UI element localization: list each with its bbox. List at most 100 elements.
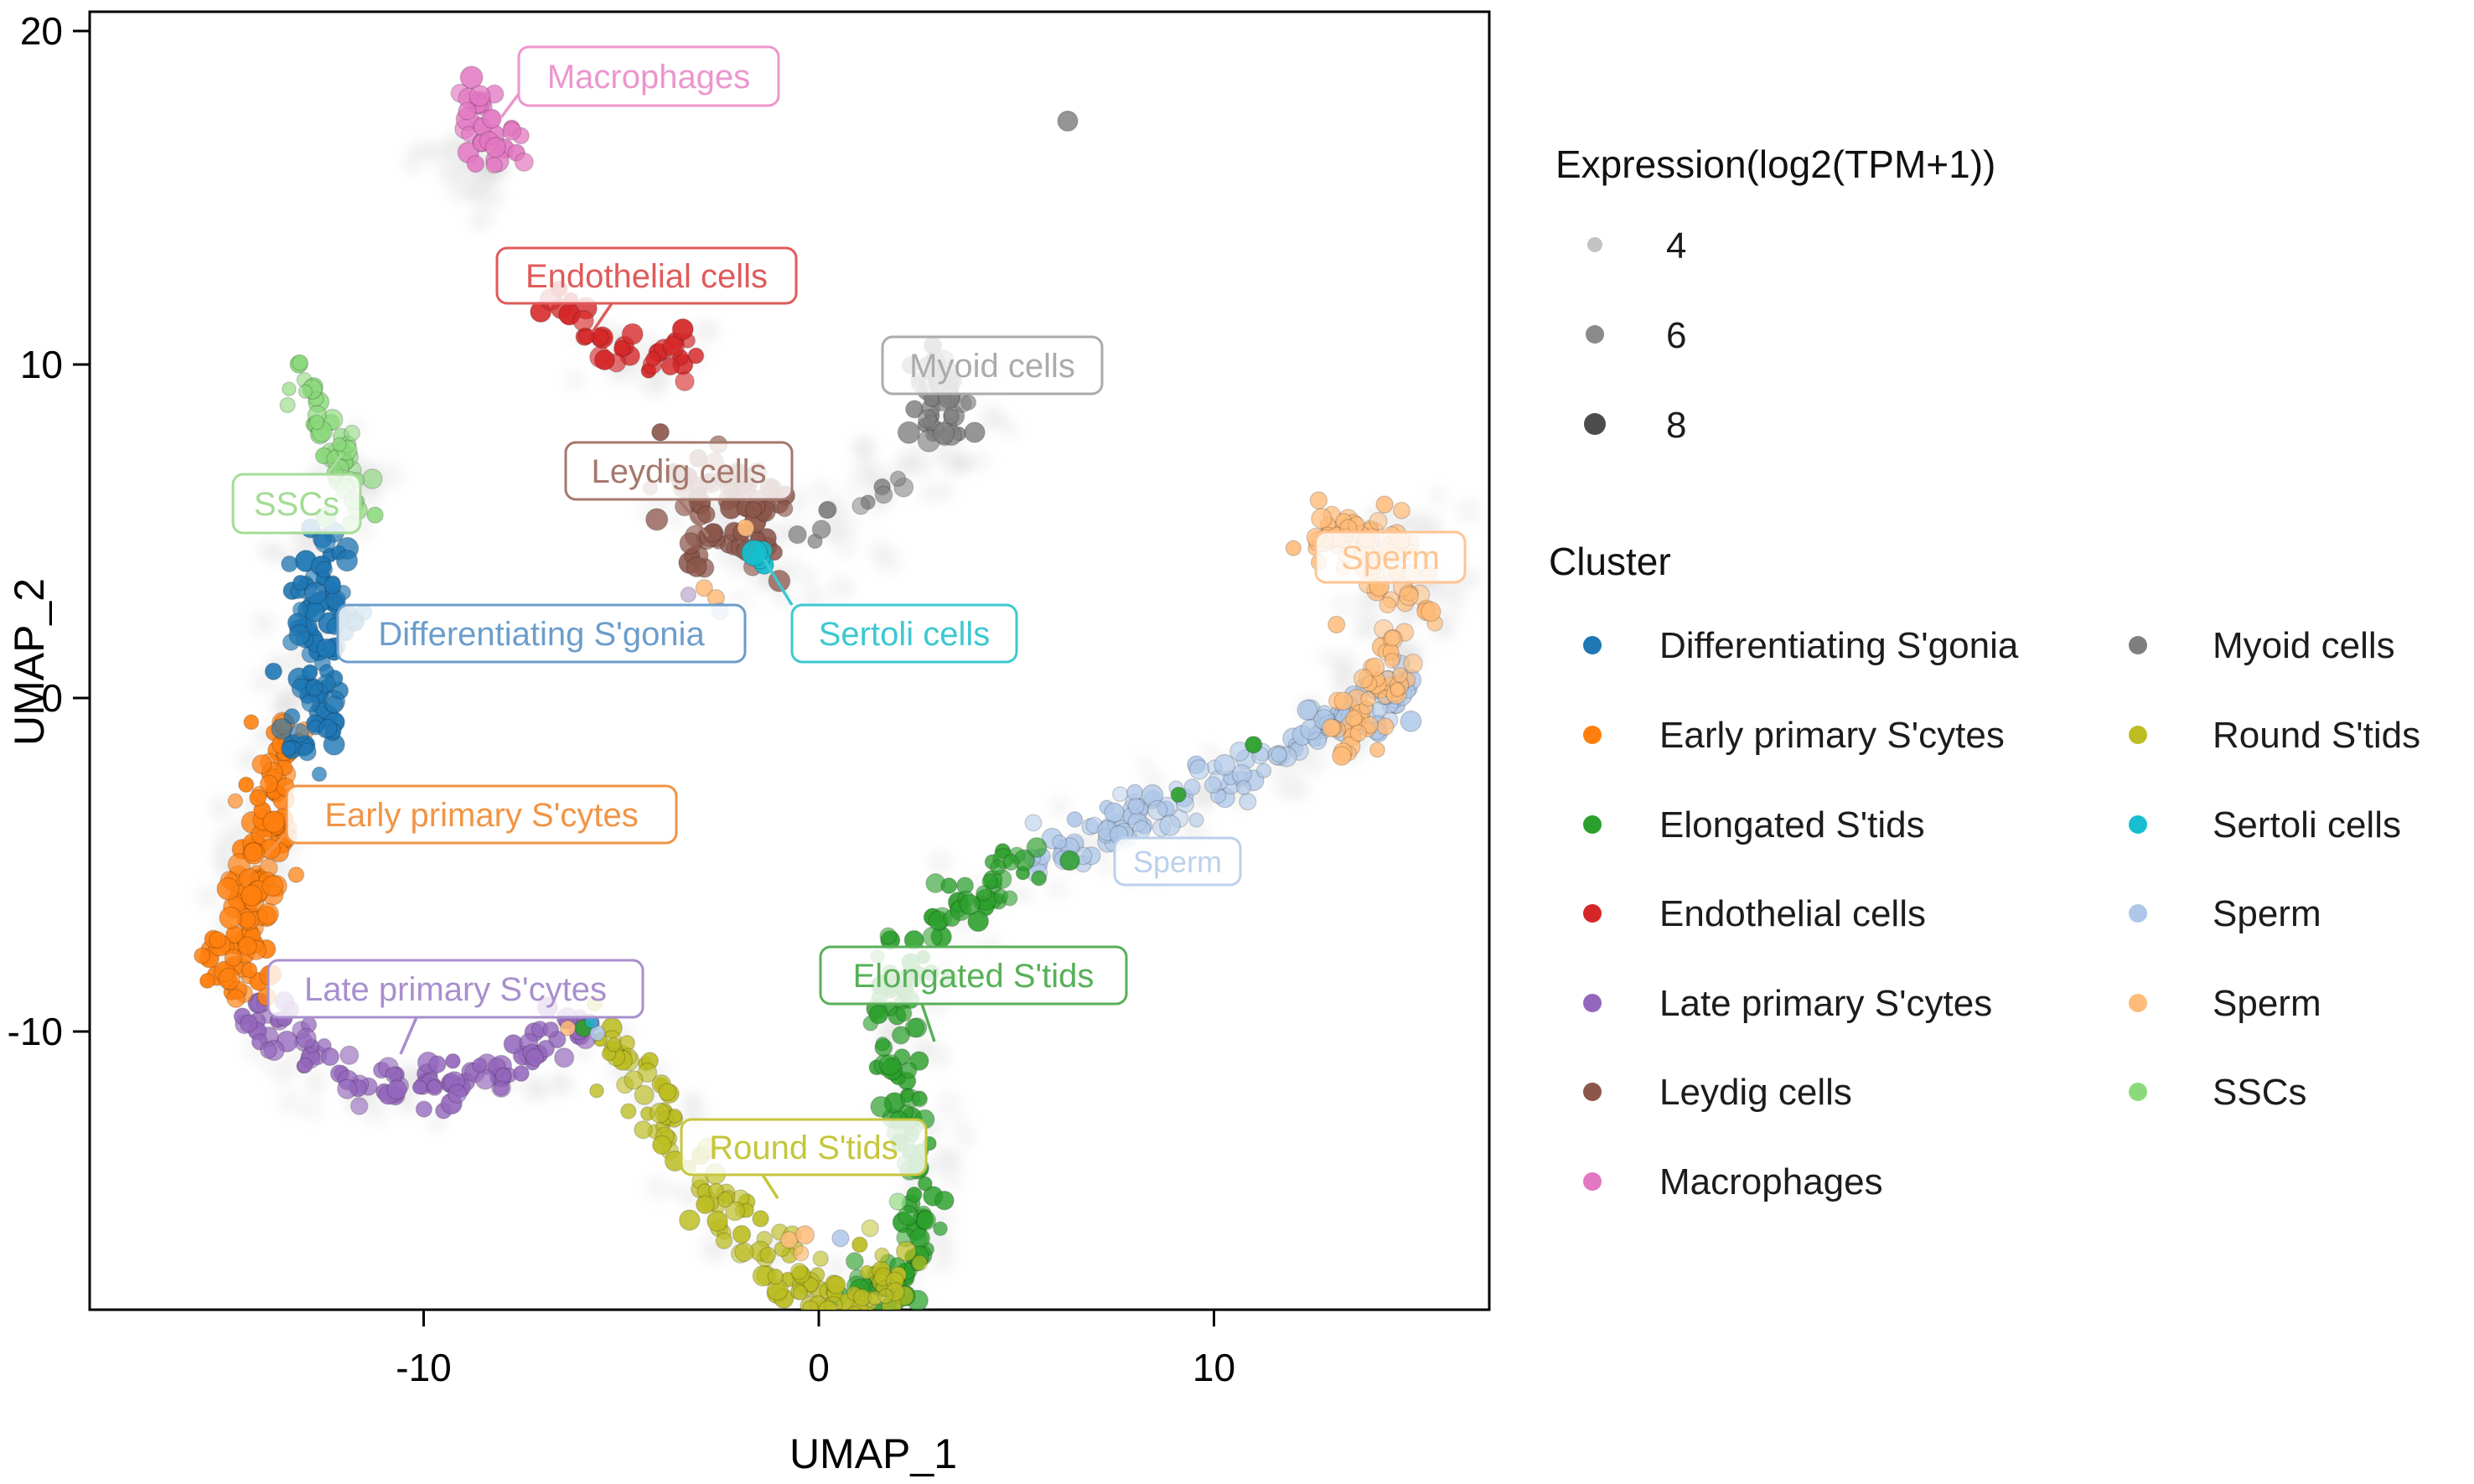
scatter-point bbox=[1390, 682, 1405, 697]
scatter-point bbox=[415, 1100, 433, 1118]
legend-cluster-dot bbox=[2129, 726, 2147, 744]
label-text: Late primary S'cytes bbox=[304, 971, 607, 1008]
scatter-point bbox=[879, 927, 898, 945]
scatter-point bbox=[644, 1175, 670, 1201]
scatter-point bbox=[525, 1047, 545, 1067]
scatter-point bbox=[211, 851, 232, 872]
scatter-point bbox=[829, 575, 854, 601]
scatter-point bbox=[759, 1246, 777, 1264]
scatter-point bbox=[1360, 690, 1377, 707]
label-box bbox=[790, 603, 1018, 664]
scatter-point bbox=[1255, 763, 1272, 778]
scatter-point bbox=[472, 1057, 488, 1073]
scatter-point bbox=[377, 462, 405, 489]
scatter-point bbox=[256, 902, 280, 925]
scatter-point bbox=[243, 842, 263, 862]
scatter-point bbox=[474, 1068, 496, 1090]
scatter-point bbox=[308, 414, 325, 431]
label-text: Round S'tids bbox=[709, 1130, 898, 1166]
scatter-point bbox=[296, 1027, 317, 1049]
scatter-point bbox=[644, 373, 670, 399]
scatter-point bbox=[767, 1268, 784, 1285]
scatter-point bbox=[1392, 667, 1409, 684]
cluster-annotations: Macrophages Endothelial cells Myoid cells L… bbox=[231, 45, 1467, 1199]
scatter-point bbox=[298, 742, 317, 762]
scatter-point bbox=[895, 1240, 917, 1262]
scatter-point bbox=[706, 1210, 728, 1233]
scatter-point bbox=[620, 1103, 637, 1119]
legend-cluster-label: Leydig cells bbox=[1659, 1072, 1852, 1113]
scatter-point bbox=[927, 850, 953, 876]
label-box bbox=[285, 784, 678, 845]
scatter-point-single bbox=[1327, 615, 1346, 634]
scatter-point bbox=[349, 1097, 369, 1115]
scatter-point bbox=[460, 126, 478, 142]
scatter-point bbox=[261, 875, 284, 897]
axis-ticks: -10 0 10 20 10 0 -10 bbox=[8, 9, 1236, 1389]
scatter-point bbox=[870, 1095, 893, 1118]
scatter-point bbox=[572, 309, 594, 332]
label-text: SSCs bbox=[254, 486, 339, 523]
scatter-point bbox=[1285, 540, 1302, 556]
x-tick-label: -10 bbox=[396, 1346, 451, 1389]
legend-cluster-dot bbox=[2129, 636, 2147, 654]
scatter-point bbox=[466, 154, 485, 173]
scatter-point bbox=[251, 611, 277, 637]
cluster-label-elongated-s-tids: Elongated S'tids bbox=[819, 945, 1128, 1042]
legend-cluster-label: Macrophages bbox=[1659, 1161, 1883, 1202]
label-leader-line bbox=[499, 92, 520, 119]
scatter-point bbox=[624, 1070, 644, 1090]
scatter-point bbox=[1188, 812, 1204, 828]
scatter-point bbox=[305, 679, 323, 697]
scatter-point bbox=[1127, 798, 1145, 815]
label-box bbox=[881, 335, 1104, 396]
cluster-label-macrophages: Macrophages bbox=[499, 45, 780, 119]
scatter-point bbox=[1104, 802, 1125, 823]
scatter-point bbox=[911, 1254, 928, 1271]
scatter-point bbox=[1297, 699, 1318, 721]
scatter-point bbox=[696, 1195, 715, 1215]
scatter-point bbox=[238, 776, 255, 794]
scatter-point-single bbox=[680, 586, 697, 603]
scatter-point-single bbox=[737, 519, 755, 537]
scatter-point bbox=[938, 1149, 965, 1176]
y-tick-label: 0 bbox=[41, 676, 63, 720]
scatter-point bbox=[283, 707, 301, 726]
scatter-point bbox=[406, 141, 425, 160]
scatter-point bbox=[366, 506, 384, 524]
cluster-label-round-s-tids: Round S'tids bbox=[680, 1118, 928, 1199]
scatter-point bbox=[335, 549, 359, 572]
scatter-point bbox=[1317, 648, 1336, 666]
scatter-point bbox=[1066, 811, 1084, 828]
cluster-round-s-tids bbox=[586, 995, 928, 1310]
scatter-point bbox=[224, 949, 243, 967]
scatter-point bbox=[281, 740, 298, 757]
scatter-point bbox=[875, 1036, 890, 1052]
scatter-point bbox=[1428, 485, 1448, 505]
scatter-point bbox=[939, 1169, 964, 1193]
label-box bbox=[495, 246, 798, 305]
cluster-label-sperm: Sperm bbox=[1314, 530, 1467, 584]
scatter-point bbox=[193, 947, 210, 964]
label-text: Macrophages bbox=[547, 59, 750, 96]
scatter-point bbox=[531, 1082, 551, 1101]
scatter-point bbox=[874, 1247, 890, 1264]
cluster-macrophages bbox=[450, 65, 534, 174]
scatter-point bbox=[1349, 724, 1368, 742]
scatter-point bbox=[1188, 759, 1210, 780]
scatter-point bbox=[423, 144, 445, 166]
scatter-point bbox=[1146, 799, 1168, 820]
label-text: Early primary S'cytes bbox=[324, 797, 638, 834]
scatter-point bbox=[219, 906, 242, 930]
scatter-point bbox=[1421, 601, 1441, 623]
label-leader-line bbox=[399, 1016, 418, 1055]
scatter-point bbox=[752, 1210, 769, 1228]
scatter-point bbox=[660, 356, 681, 376]
scatter-point bbox=[589, 1083, 604, 1099]
legend-cluster-item-sertoli-cells-1: Sertoli cells bbox=[2129, 804, 2401, 845]
scatter-point bbox=[897, 421, 921, 444]
scatter-point bbox=[741, 539, 769, 566]
legend-cluster-item-early-primary-s-cytes-0: Early primary S'cytes bbox=[1583, 715, 2005, 756]
scatter-point bbox=[1281, 777, 1305, 800]
scatter-point bbox=[851, 496, 870, 515]
